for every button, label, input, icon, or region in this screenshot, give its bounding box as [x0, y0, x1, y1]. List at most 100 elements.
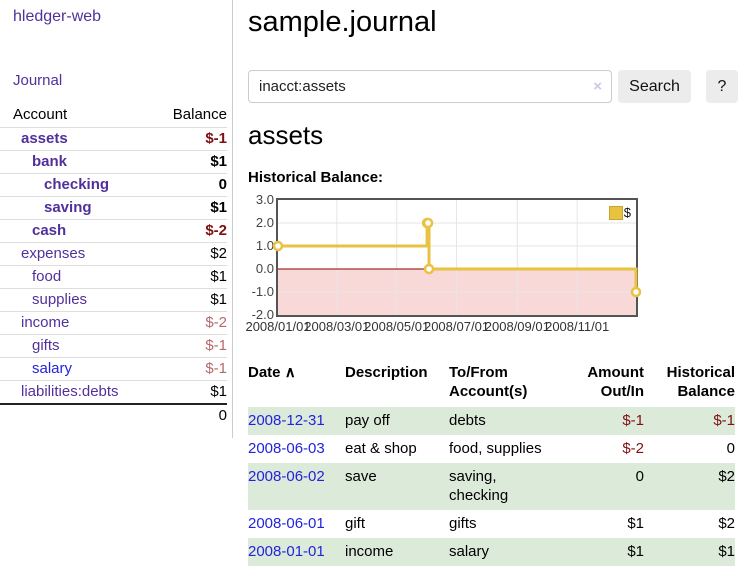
transaction-description: pay off [345, 407, 449, 435]
chart-plot-area: $ [272, 198, 642, 317]
help-button[interactable]: ? [706, 70, 738, 103]
x-tick-label: 2008/07/01 [423, 319, 490, 334]
y-tick-label: 2.0 [255, 215, 274, 230]
account-balance: 0 [144, 173, 227, 197]
transaction-accounts: food, supplies [449, 440, 542, 457]
chart-y-axis-labels: 3.0 2.0 1.0 0.0 -1.0 -2.0 [248, 192, 274, 322]
transaction-date-link[interactable]: 2008-01-01 [248, 543, 325, 560]
account-row-saving: saving $1 [0, 196, 227, 220]
search-bar: × Search ? [248, 70, 742, 104]
register-header-row: Date ∧ Description To/From Account(s) Am… [248, 360, 735, 407]
y-tick-label: 3.0 [255, 192, 274, 207]
account-link-saving[interactable]: saving [44, 199, 92, 216]
x-tick-label: 2008/11/01 [545, 319, 610, 334]
account-link-gifts[interactable]: gifts [32, 337, 60, 354]
account-link-income[interactable]: income [21, 314, 70, 331]
account-link-liabilities-debts[interactable]: liabilities:debts [21, 383, 119, 400]
register-row: 2008-01-01 income salary $1 $1 [248, 538, 735, 566]
account-column-header: Account [13, 106, 68, 123]
date-column-header[interactable]: Date ∧ [248, 360, 345, 407]
y-tick-label: -2.0 [251, 307, 274, 322]
chart-canvas [272, 200, 642, 315]
transaction-date-link[interactable]: 2008-12-31 [248, 412, 325, 429]
account-balance: $-2 [144, 219, 227, 243]
y-tick-label: 1.0 [255, 238, 274, 253]
register-table: Date ∧ Description To/From Account(s) Am… [248, 360, 735, 566]
accounts-total-value: 0 [144, 403, 227, 427]
transaction-amount: $-2 [622, 440, 644, 457]
account-row-food: food $1 [0, 265, 227, 289]
transaction-amount: 0 [579, 463, 644, 510]
account-balance: $-1 [144, 334, 227, 358]
transaction-accounts: salary [449, 538, 579, 566]
transaction-date-link[interactable]: 2008-06-02 [248, 468, 325, 485]
sidebar: hledger-web Journal Account Balance asse… [0, 0, 233, 438]
clear-search-icon[interactable]: × [593, 78, 602, 95]
register-row: 2008-06-02 save saving, checking 0 $2 [248, 463, 735, 510]
account-link-expenses[interactable]: expenses [21, 245, 86, 262]
transaction-accounts: saving, checking [449, 463, 579, 510]
register-row: 2008-06-03 eat & shop food, supplies $-2… [248, 435, 735, 463]
transaction-description: gift [345, 515, 366, 532]
account-balance: $-1 [144, 357, 227, 381]
chart-title: Historical Balance: [248, 169, 384, 186]
account-row-cash: cash $-2 [0, 219, 227, 243]
account-row-assets: assets $-1 [0, 127, 227, 151]
account-link-supplies[interactable]: supplies [32, 291, 88, 308]
legend-swatch-icon [608, 205, 623, 220]
account-row-income: income $-2 [0, 311, 227, 335]
transaction-date-link[interactable]: 2008-06-03 [248, 440, 325, 457]
account-link-salary[interactable]: salary [32, 360, 73, 377]
account-balance: $1 [144, 150, 227, 174]
accounts-total-row: 0 [0, 403, 227, 427]
transaction-balance: $1 [644, 538, 735, 566]
account-row-checking: checking 0 [0, 173, 227, 197]
transaction-description: eat & shop [345, 440, 417, 457]
account-link-cash[interactable]: cash [32, 222, 67, 239]
account-row-expenses: expenses $2 [0, 242, 227, 266]
transaction-amount: $1 [627, 515, 644, 532]
sort-ascending-icon: ∧ [284, 364, 296, 381]
transaction-amount: $1 [579, 538, 644, 566]
accounts-column-header: To/From Account(s) [449, 364, 528, 400]
transaction-balance: $2 [644, 463, 735, 510]
account-link-assets[interactable]: assets [21, 130, 68, 147]
account-link-checking[interactable]: checking [44, 176, 110, 193]
account-link-bank[interactable]: bank [32, 153, 68, 170]
account-balance: $1 [144, 380, 227, 404]
account-row-liabilities-debts: liabilities:debts $1 [0, 380, 227, 404]
accounts-header-row: Account Balance [0, 103, 227, 128]
account-link-food[interactable]: food [32, 268, 62, 285]
sidebar-item-journal[interactable]: Journal [13, 72, 63, 89]
transaction-balance: 0 [726, 440, 735, 457]
app-title-link[interactable]: hledger-web [13, 8, 102, 25]
search-input[interactable] [248, 70, 612, 103]
historical-balance-chart: 3.0 2.0 1.0 0.0 -1.0 -2.0 $ 2008/01/01 2008/03… [245, 192, 742, 343]
y-tick-label: 0.0 [255, 261, 274, 276]
register-row: 2008-12-31 pay off debts $-1 $-1 [248, 407, 735, 435]
transaction-description: save [345, 463, 449, 510]
x-tick-label: 2008/01/01 [245, 319, 311, 334]
account-balance: $1 [144, 265, 227, 289]
legend-label: $ [623, 205, 631, 220]
y-tick-label: -1.0 [251, 284, 274, 299]
account-heading: assets [248, 120, 324, 150]
transaction-balance: $2 [718, 515, 735, 532]
account-balance: $-1 [144, 127, 227, 151]
description-column-header: Description [345, 364, 428, 381]
account-row-salary: salary $-1 [0, 357, 227, 381]
search-button[interactable]: Search [618, 70, 691, 103]
x-tick-label: 2008/05/01 [364, 319, 430, 334]
main-content: sample.journal × Search ? assets Histori… [245, 0, 742, 566]
account-balance: $2 [144, 242, 227, 266]
transaction-date-link[interactable]: 2008-06-01 [248, 515, 325, 532]
account-row-supplies: supplies $1 [0, 288, 227, 312]
transaction-accounts: debts [449, 407, 579, 435]
transaction-amount: $-1 [579, 407, 644, 435]
transaction-description: income [345, 538, 449, 566]
accounts-balance-table: Account Balance assets $-1 bank $1 check… [0, 103, 227, 427]
account-balance: $-2 [144, 311, 227, 335]
x-tick-label: 2008/09/01 [484, 319, 550, 334]
account-balance: $1 [144, 196, 227, 220]
transaction-accounts: gifts [449, 515, 477, 532]
